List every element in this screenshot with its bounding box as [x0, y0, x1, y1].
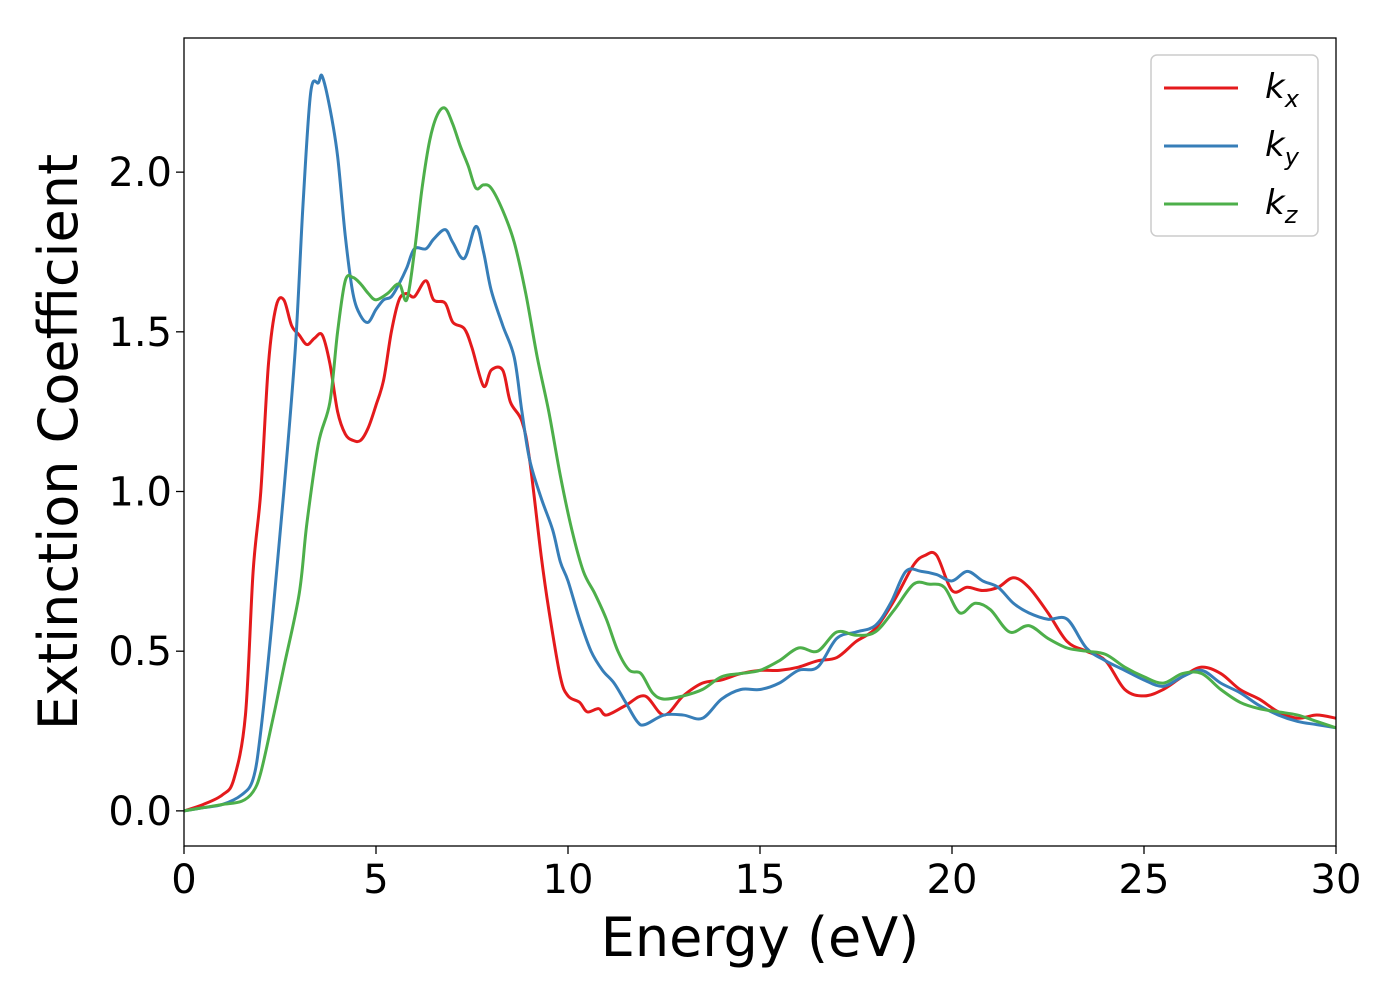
- x-tick-label: 10: [543, 857, 594, 903]
- y-axis-ticks: 0.0 0.5 1.0 1.5 2.0: [108, 150, 184, 835]
- legend-label-kx: kx: [1265, 67, 1300, 113]
- series-line-kx: [184, 279, 1336, 813]
- plot-background: [184, 38, 1336, 846]
- y-axis-label: Extinction Coefficient: [27, 154, 90, 730]
- x-tick-label: 15: [735, 857, 786, 903]
- y-tick-label: 1.5: [108, 310, 172, 356]
- plot-area: [184, 38, 1336, 846]
- y-tick-label: 1.0: [108, 470, 172, 516]
- series-layer: [184, 73, 1336, 813]
- x-tick-label: 30: [1311, 857, 1362, 903]
- legend: kx ky kz: [1150, 54, 1319, 237]
- x-tick-label: 25: [1119, 857, 1170, 903]
- x-axis-label: Energy (eV): [601, 906, 920, 969]
- x-tick-label: 0: [171, 857, 196, 903]
- x-tick-label: 5: [363, 857, 388, 903]
- x-tick-label: 20: [927, 857, 978, 903]
- series-line-ky: [184, 73, 1336, 813]
- y-tick-label: 2.0: [108, 150, 172, 196]
- legend-label-kz: kz: [1265, 183, 1299, 229]
- x-axis-ticks: 0 5 10 15 20 25 30: [171, 846, 1361, 903]
- legend-label-ky: ky: [1265, 125, 1300, 171]
- y-tick-label: 0.0: [108, 789, 172, 835]
- y-tick-label: 0.5: [108, 629, 172, 675]
- series-line-kz: [184, 106, 1336, 813]
